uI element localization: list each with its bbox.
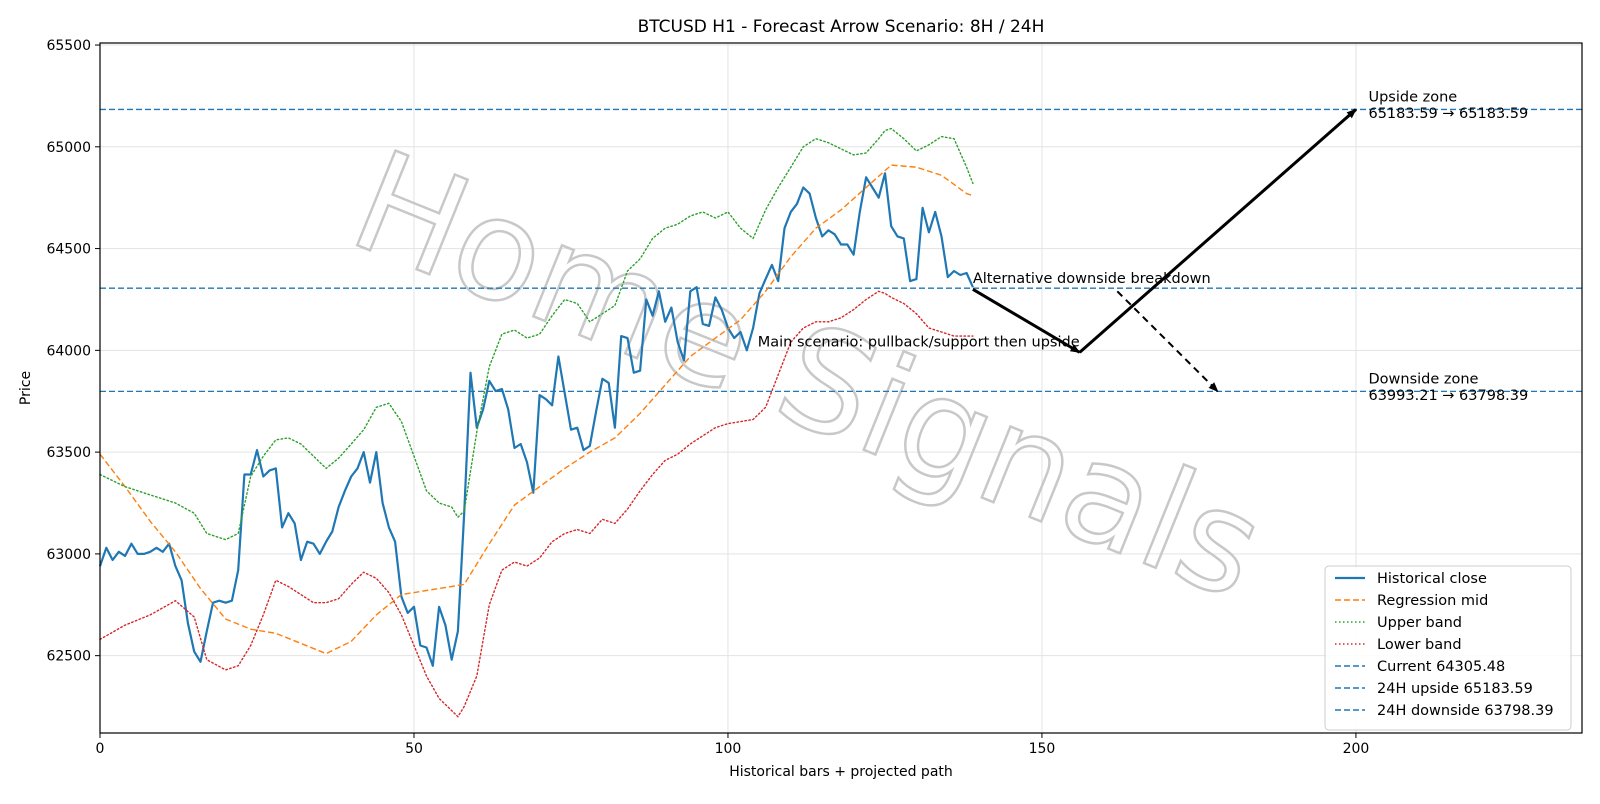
annotation-text: Main scenario: pullback/support then ups… <box>758 334 1080 350</box>
y-tick-label: 65500 <box>46 38 91 54</box>
x-axis-label: Historical bars + projected path <box>729 764 953 780</box>
legend-label: Lower band <box>1377 637 1462 653</box>
main-arrow-0 <box>972 287 1081 354</box>
data-series <box>98 127 974 718</box>
forecast-arrows <box>972 108 1357 393</box>
y-tick-label: 63500 <box>46 445 91 461</box>
x-tick-label: 100 <box>715 741 742 757</box>
y-tick-label: 63000 <box>46 547 91 563</box>
grid-lines <box>99 43 1582 733</box>
x-tick-label: 150 <box>1029 741 1056 757</box>
y-tick-label: 64500 <box>46 242 91 258</box>
annotations: Alternative downside breakdown Main scena… <box>758 90 1528 404</box>
y-tick-label: 65000 <box>46 140 91 156</box>
legend-label: Current 64305.48 <box>1377 659 1505 675</box>
chart-title: BTCUSD H1 - Forecast Arrow Scenario: 8H … <box>638 17 1045 37</box>
annotation-text: Alternative downside breakdown <box>973 271 1211 287</box>
series-line-regression-mid <box>99 164 974 655</box>
legend-label: Upper band <box>1377 615 1462 631</box>
axis-ticks: 0 50 100 150 200 62500 63000 63500 64000 64500 650… <box>46 38 1369 757</box>
watermark-text: Home Signals <box>332 120 1284 631</box>
legend-label: 24H downside 63798.39 <box>1377 703 1554 719</box>
plot-frame <box>99 42 1583 734</box>
x-tick-label: 200 <box>1343 741 1370 757</box>
series-line-historical-close <box>98 172 974 667</box>
y-tick-label: 62500 <box>46 649 91 665</box>
legend-label: 24H upside 65183.59 <box>1377 681 1533 697</box>
legend: Historical close Regression mid Upper band… <box>1324 565 1572 731</box>
reference-lines <box>100 108 1582 393</box>
legend-label: Historical close <box>1377 571 1487 587</box>
legend-label: Regression mid <box>1377 593 1488 609</box>
series-line-upper-band <box>99 127 974 541</box>
y-tick-label: 64000 <box>46 343 91 359</box>
annotation-text: 63993.21 → 63798.39 <box>1368 388 1528 404</box>
x-tick-label: 0 <box>96 741 105 757</box>
main-arrow-1 <box>1078 108 1357 354</box>
legend-box <box>1324 565 1572 731</box>
annotation-text: Upside zone <box>1368 90 1457 106</box>
annotation-text: Downside zone <box>1368 372 1478 388</box>
watermark: Home Signals <box>331 119 1286 633</box>
y-axis-label: Price <box>18 371 34 405</box>
series-line-lower-band <box>99 290 974 718</box>
annotation-text: 65183.59 → 65183.59 <box>1368 106 1528 122</box>
x-tick-label: 50 <box>405 741 423 757</box>
